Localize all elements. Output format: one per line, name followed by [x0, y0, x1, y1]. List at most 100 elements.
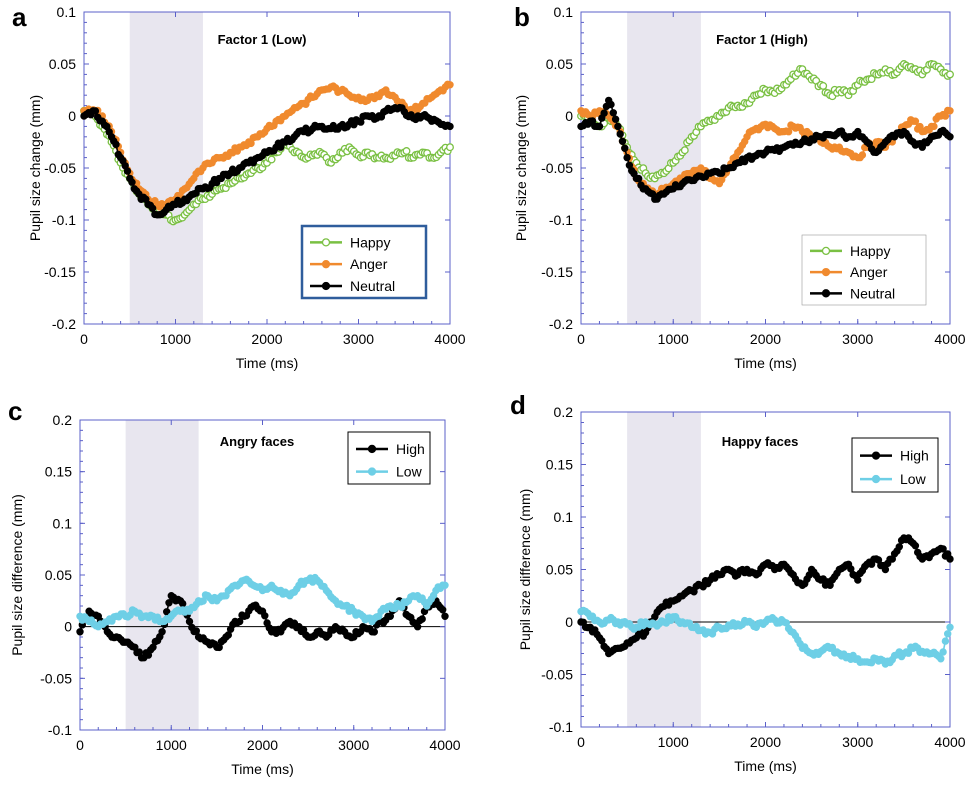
data-point [235, 617, 244, 626]
legend-label: Anger [350, 256, 388, 272]
y-tick-label: -0.2 [52, 316, 76, 332]
data-point [911, 117, 920, 125]
chart-title: Factor 1 (Low) [218, 32, 307, 47]
y-tick-label: -0.15 [44, 264, 76, 280]
y-tick-label: 0.1 [554, 509, 574, 525]
y-tick-label: -0.1 [48, 722, 72, 738]
legend-marker [871, 474, 881, 484]
data-point [939, 545, 947, 553]
x-tick-label: 0 [76, 737, 84, 753]
data-point [607, 100, 615, 109]
data-point [595, 122, 604, 131]
data-point [680, 146, 689, 155]
series-neutral [577, 96, 954, 203]
y-tick-label: -0.05 [541, 667, 573, 683]
legend: High Low [851, 437, 939, 493]
legend: Happy Anger Neutral [801, 234, 927, 306]
legend-marker [821, 267, 831, 277]
y-axis-label: Pupil size change (mm) [27, 95, 43, 241]
series-high [76, 592, 449, 662]
legend-label: Neutral [850, 285, 895, 301]
data-point [621, 144, 629, 152]
chart-panel-a: a 0 1000 2000 3000 4000 -0.2 -0.15 -0.1 -0.05 0 0.0… [12, 2, 466, 371]
data-point [441, 612, 449, 620]
series-low [577, 606, 954, 668]
x-tick-label: 3000 [842, 331, 873, 347]
data-point [784, 127, 793, 136]
y-tick-label: 0.05 [49, 56, 76, 72]
data-point [895, 543, 903, 551]
legend-marker [321, 238, 331, 247]
x-axis-label: Time (ms) [734, 758, 796, 774]
data-point [611, 115, 620, 123]
series-high [577, 534, 954, 658]
data-point [439, 606, 447, 614]
x-axis-label: Time (ms) [231, 761, 293, 777]
data-point [413, 623, 422, 631]
data-point [446, 143, 454, 152]
data-point [609, 109, 617, 117]
y-tick-label: 0.05 [45, 567, 72, 583]
legend-frame [347, 431, 431, 485]
legend-label: Happy [850, 243, 890, 259]
data-point [946, 70, 954, 79]
data-point [123, 167, 132, 175]
x-tick-label: 2000 [251, 331, 282, 347]
data-point [128, 178, 136, 186]
chart-panel-b: b 0 1000 2000 3000 4000 -0.2 -0.15 -0.1 -0.05 0 0.0… [513, 2, 966, 371]
data-point [858, 151, 867, 159]
legend-label: Neutral [350, 278, 395, 294]
y-tick-label: 0.2 [53, 412, 73, 428]
y-tick-label: 0.15 [546, 457, 573, 473]
data-point [614, 122, 622, 131]
chart-title: Happy faces [722, 434, 799, 449]
data-point [446, 122, 454, 131]
legend-marker [821, 246, 831, 256]
data-point [911, 542, 920, 550]
x-tick-label: 1000 [160, 331, 191, 347]
y-tick-label: 0.05 [546, 562, 573, 578]
legend-marker [321, 260, 331, 269]
data-point [930, 122, 938, 131]
x-tick-label: 2000 [750, 734, 781, 750]
y-tick-label: -0.05 [44, 160, 76, 176]
data-point [941, 637, 950, 645]
x-axis-label: Time (ms) [236, 355, 298, 371]
series-low [76, 573, 449, 631]
data-point [944, 630, 952, 638]
y-tick-label: -0.1 [549, 212, 573, 228]
y-tick-label: -0.15 [541, 264, 573, 280]
x-tick-label: 3000 [842, 734, 873, 750]
x-tick-label: 1000 [658, 734, 689, 750]
series-neutral [80, 103, 454, 219]
y-tick-label: 0 [68, 108, 76, 124]
x-tick-label: 4000 [429, 737, 460, 753]
data-point [418, 615, 426, 623]
data-point [261, 612, 269, 620]
x-tick-label: 3000 [343, 331, 374, 347]
shaded-interval [627, 412, 701, 727]
y-axis-label: Pupil size difference (mm) [9, 494, 25, 656]
legend-marker [321, 281, 331, 291]
x-tick-label: 1000 [658, 331, 689, 347]
data-point [267, 155, 276, 164]
legend-frame [851, 437, 939, 493]
data-point [178, 599, 187, 608]
y-tick-label: -0.1 [52, 212, 76, 228]
legend-marker [821, 289, 831, 298]
x-tick-label: 3000 [338, 737, 369, 753]
data-point [446, 81, 454, 89]
shaded-interval [129, 12, 203, 324]
data-point [158, 628, 166, 636]
y-tick-label: 0 [565, 614, 573, 630]
data-point [112, 140, 120, 149]
y-tick-label: 0 [565, 108, 573, 124]
data-point [402, 147, 411, 155]
x-tick-label: 0 [577, 734, 585, 750]
legend-label: High [396, 441, 425, 457]
y-tick-label: -0.05 [541, 160, 573, 176]
data-point [76, 628, 84, 636]
legend: High Low [347, 431, 431, 485]
data-point [939, 648, 947, 656]
legend-marker [367, 467, 377, 476]
